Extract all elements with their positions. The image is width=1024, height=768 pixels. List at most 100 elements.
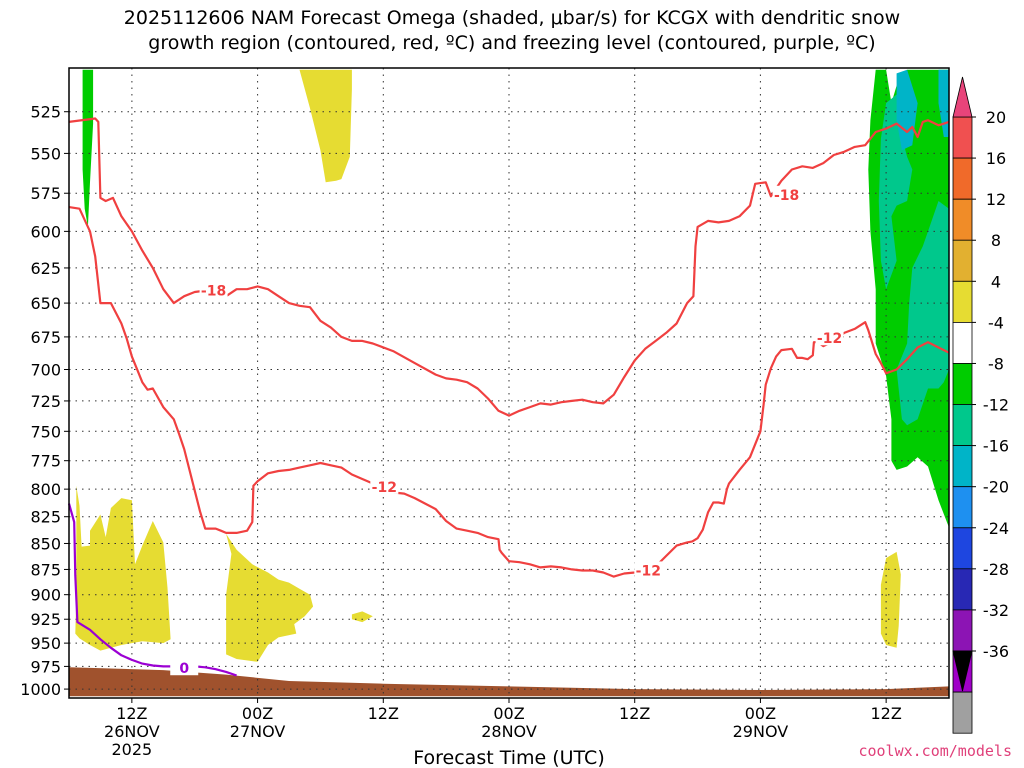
isotherm-minus12-label-1: -12 — [636, 563, 661, 579]
omega-region--12to-16-1 — [938, 69, 949, 137]
isotherm-minus12-label-2: -12 — [817, 331, 842, 347]
xtick-label-42: 00Z — [493, 704, 524, 723]
colorbar-label-1: 16 — [986, 149, 1006, 168]
colorbar-box-8 — [952, 445, 973, 488]
colorbar-label-5: -4 — [988, 313, 1004, 332]
ytick-label-675: 675 — [30, 328, 61, 347]
colorbar-box-5 — [952, 321, 973, 364]
ytick-label-750: 750 — [30, 422, 61, 441]
ytick-label-800: 800 — [30, 480, 61, 499]
colorbar-box-10 — [952, 527, 973, 570]
isotherm-minus12-label-bg-2 — [815, 329, 844, 346]
colorbar-box-1 — [952, 157, 973, 200]
xtick-label-54: 12Z — [619, 704, 650, 723]
isotherm-minus18-label-0: -18 — [201, 284, 226, 300]
isotherm-minus12 — [68, 206, 950, 578]
ytick-label-650: 650 — [30, 294, 61, 313]
isotherm-minus18 — [68, 117, 950, 417]
xtick-label-78: 12Z — [870, 704, 901, 723]
ytick-label-900: 900 — [30, 586, 61, 605]
xtick-label-18: 00Z — [242, 704, 273, 723]
colorbar-box-12 — [952, 609, 973, 652]
omega-region--4to-8-0 — [82, 69, 94, 227]
xtick-sublabel-6-0: 26NOV — [104, 722, 160, 741]
isotherm-minus18-label-bg-1 — [772, 185, 801, 202]
xtick-sublabel-6-1: 2025 — [111, 740, 152, 759]
chart-title: 2025112606 NAM Forecast Omega (shaded, μ… — [0, 6, 1024, 56]
colorbar-label-4: 4 — [991, 272, 1001, 291]
axes-layer: 525 550 575 600 625 650 675 700 725 750 775 800 825 8… — [20, 103, 902, 768]
isotherm-minus12-label-bg-1 — [634, 561, 663, 578]
ytick-label-775: 775 — [30, 452, 61, 471]
colorbar-box-4 — [952, 280, 973, 323]
colorbar-label-10: -24 — [983, 519, 1009, 538]
colorbar-label-7: -12 — [983, 396, 1009, 415]
frame-layer — [68, 67, 950, 699]
isotherm-minus18-label-1: -18 — [774, 188, 799, 204]
ytick-label-925: 925 — [30, 610, 61, 629]
omega-region-4to8-1 — [226, 533, 314, 662]
colorbar-box-6 — [952, 363, 973, 405]
omega-region--8to-12-0 — [878, 94, 913, 290]
credit-text: coolwx.com/models — [858, 742, 1012, 760]
colorbar-label-3: 8 — [991, 231, 1001, 250]
ground-band — [69, 667, 949, 697]
title-line-1: 2025112606 NAM Forecast Omega (shaded, μ… — [123, 7, 901, 29]
omega-region-4to8-3 — [351, 611, 373, 623]
ytick-label-975: 975 — [30, 657, 61, 676]
grid-layer — [69, 68, 949, 698]
colorbar-label-8: -16 — [983, 437, 1009, 456]
omega-region--8to-12-1 — [896, 201, 949, 426]
xtick-label-66: 00Z — [745, 704, 776, 723]
omega-region--12to-16-0 — [896, 69, 918, 151]
colorbar-label-11: -28 — [983, 560, 1009, 579]
ytick-label-525: 525 — [30, 103, 61, 122]
colorbar-box-9 — [952, 486, 973, 529]
colorbar-box-7 — [952, 404, 973, 446]
omega-region-4to8-4 — [880, 551, 901, 648]
ytick-label-550: 550 — [30, 144, 61, 163]
freezing-level — [67, 503, 237, 677]
title-line-2: growth region (contoured, red, ºC) and f… — [148, 32, 876, 54]
omega-shading-layer — [75, 69, 949, 662]
ytick-label-600: 600 — [30, 222, 61, 241]
freezing-level-label-bg-0 — [170, 659, 199, 676]
ground-layer — [69, 667, 949, 697]
freezing-level-label-0: 0 — [179, 661, 189, 677]
ytick-label-850: 850 — [30, 534, 61, 553]
isotherm-layer: -18 -18 -12 -12 -12 0 — [67, 117, 950, 677]
ytick-label-625: 625 — [30, 259, 61, 278]
xtick-sublabel-66-0: 29NOV — [733, 722, 789, 741]
colorbar-label-2: 12 — [986, 190, 1006, 209]
omega-region-4to8-0 — [75, 485, 171, 651]
colorbar-box-14 — [952, 691, 973, 734]
colorbar-bottom-triangle — [952, 650, 973, 692]
colorbar-box-3 — [952, 239, 973, 282]
ytick-label-825: 825 — [30, 508, 61, 527]
xtick-label-6: 12Z — [116, 704, 147, 723]
colorbar-top-triangle — [952, 76, 973, 118]
isotherm-minus12-label-0: -12 — [372, 480, 397, 496]
colorbar-box-0 — [952, 116, 973, 159]
colorbar-label-6: -8 — [988, 354, 1004, 373]
ytick-label-875: 875 — [30, 560, 61, 579]
colorbar: 20 16 12 8 4 -4 -8 -12 -16 -20 -24 -28 -32 -36 — [952, 76, 1009, 734]
plot-frame — [68, 67, 950, 699]
colorbar-box-11 — [952, 568, 973, 611]
xtick-sublabel-42-0: 28NOV — [481, 722, 537, 741]
isotherm-minus18-label-bg-0 — [199, 281, 228, 298]
colorbar-label-13: -36 — [983, 642, 1009, 661]
ytick-label-1000: 1000 — [20, 680, 61, 699]
colorbar-box-2 — [952, 198, 973, 241]
xtick-sublabel-18-0: 27NOV — [230, 722, 286, 741]
omega-region-4to8-2 — [299, 69, 352, 183]
ytick-label-725: 725 — [30, 392, 61, 411]
ytick-label-575: 575 — [30, 184, 61, 203]
colorbar-label-12: -32 — [983, 601, 1009, 620]
colorbar-label-0: 20 — [986, 108, 1006, 127]
isotherm-minus12-label-bg-0 — [370, 477, 399, 494]
ytick-label-700: 700 — [30, 360, 61, 379]
colorbar-label-9: -20 — [983, 478, 1009, 497]
x-axis-label: Forecast Time (UTC) — [413, 747, 604, 768]
